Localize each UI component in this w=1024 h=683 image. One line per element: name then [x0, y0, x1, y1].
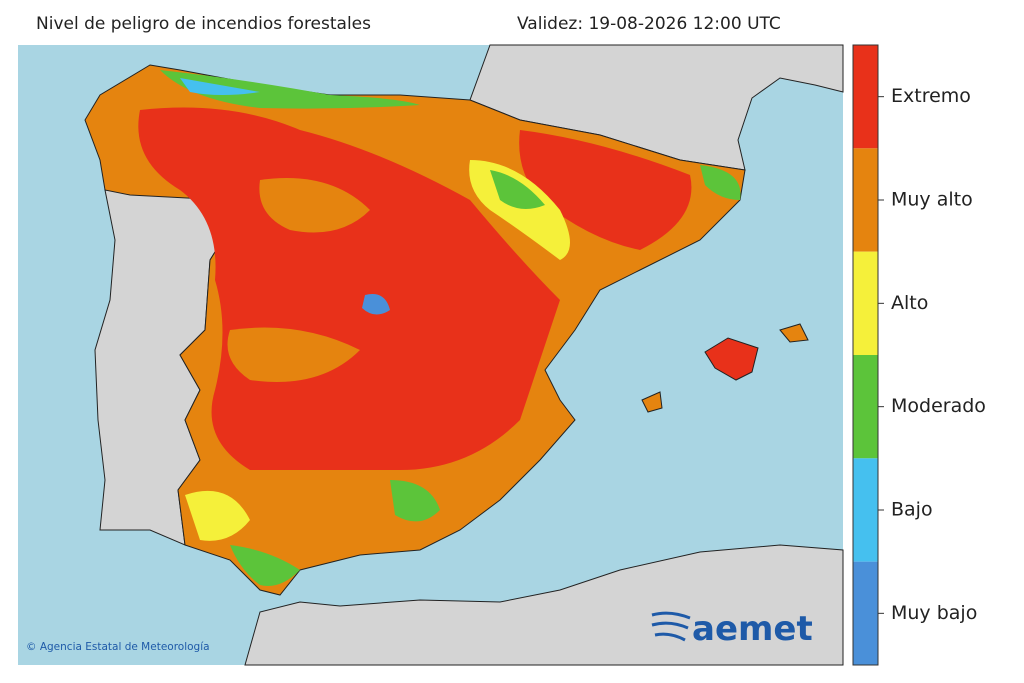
- validity: Validez: 19-08-2026 12:00 UTC: [517, 14, 781, 34]
- legend-label: Extremo: [891, 85, 971, 107]
- copyright: © Agencia Estatal de Meteorología: [26, 641, 210, 653]
- legend-swatch: [853, 355, 878, 459]
- menorca: [779, 323, 809, 343]
- legend-swatch: [853, 458, 878, 562]
- legend-frame: [852, 44, 879, 666]
- ibiza: [641, 391, 663, 413]
- africa: [244, 544, 844, 666]
- legend-swatch: [853, 251, 878, 355]
- legend-swatch: [853, 45, 878, 149]
- legend-label: Alto: [891, 292, 928, 314]
- legend-label: Moderado: [891, 395, 986, 417]
- legend-label: Bajo: [891, 499, 933, 521]
- mallorca: [704, 337, 759, 381]
- aemet-logo-icon: [651, 611, 691, 642]
- legend-swatch: [853, 148, 878, 252]
- danger-zones: [138, 70, 741, 586]
- logo: aemet: [692, 609, 813, 649]
- legend-label: Muy alto: [891, 189, 973, 211]
- legend-label: Muy bajo: [891, 602, 977, 624]
- map-title: Nivel de peligro de incendios forestales: [36, 14, 371, 34]
- legend-swatch: [853, 561, 878, 665]
